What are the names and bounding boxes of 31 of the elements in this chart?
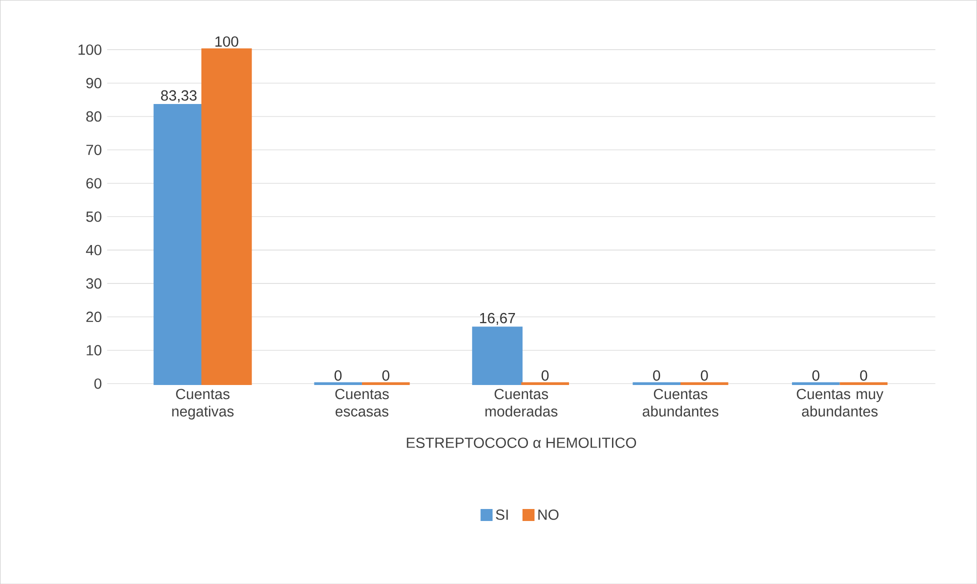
data-label: 83,33 (161, 90, 197, 102)
y-tick-label: 50 (86, 211, 102, 222)
data-label: 0 (334, 370, 342, 381)
y-tick-label: 0 (94, 378, 102, 389)
data-label: 0 (860, 370, 868, 381)
data-label: 0 (382, 370, 390, 381)
x-axis-title: ESTREPTOCOCO α HEMOLITICO (406, 437, 636, 448)
x-tick-label: Cuentas moderadas (485, 388, 558, 416)
y-tick-label: 100 (78, 44, 102, 55)
bar (472, 326, 523, 385)
data-label: 0 (653, 370, 660, 381)
y-tick-label: 30 (86, 278, 102, 289)
data-label: 0 (700, 370, 708, 381)
y-tick-label: 10 (86, 344, 102, 356)
x-tick-label: Cuentas muy abundantes (796, 388, 884, 416)
x-tick-label: Cuentas abundantes (642, 388, 718, 416)
data-label: 0 (542, 370, 549, 381)
x-tick-label: Cuentas negativas (172, 388, 234, 420)
data-label: 100 (215, 36, 238, 47)
y-tick-label: 40 (86, 244, 102, 256)
y-tick-label: 60 (86, 178, 102, 188)
x-tick-label: Cuentas escasas (335, 388, 389, 416)
y-tick-label: 90 (86, 78, 102, 88)
y-tick-label: 20 (86, 312, 102, 322)
y-tick-label: 80 (86, 111, 102, 122)
bar (201, 48, 252, 385)
legend-label: SI (496, 509, 508, 520)
y-tick-label: 70 (86, 144, 102, 155)
data-label: 16,67 (480, 312, 515, 325)
data-label: 0 (812, 370, 820, 381)
legend-label: NO (538, 509, 559, 520)
